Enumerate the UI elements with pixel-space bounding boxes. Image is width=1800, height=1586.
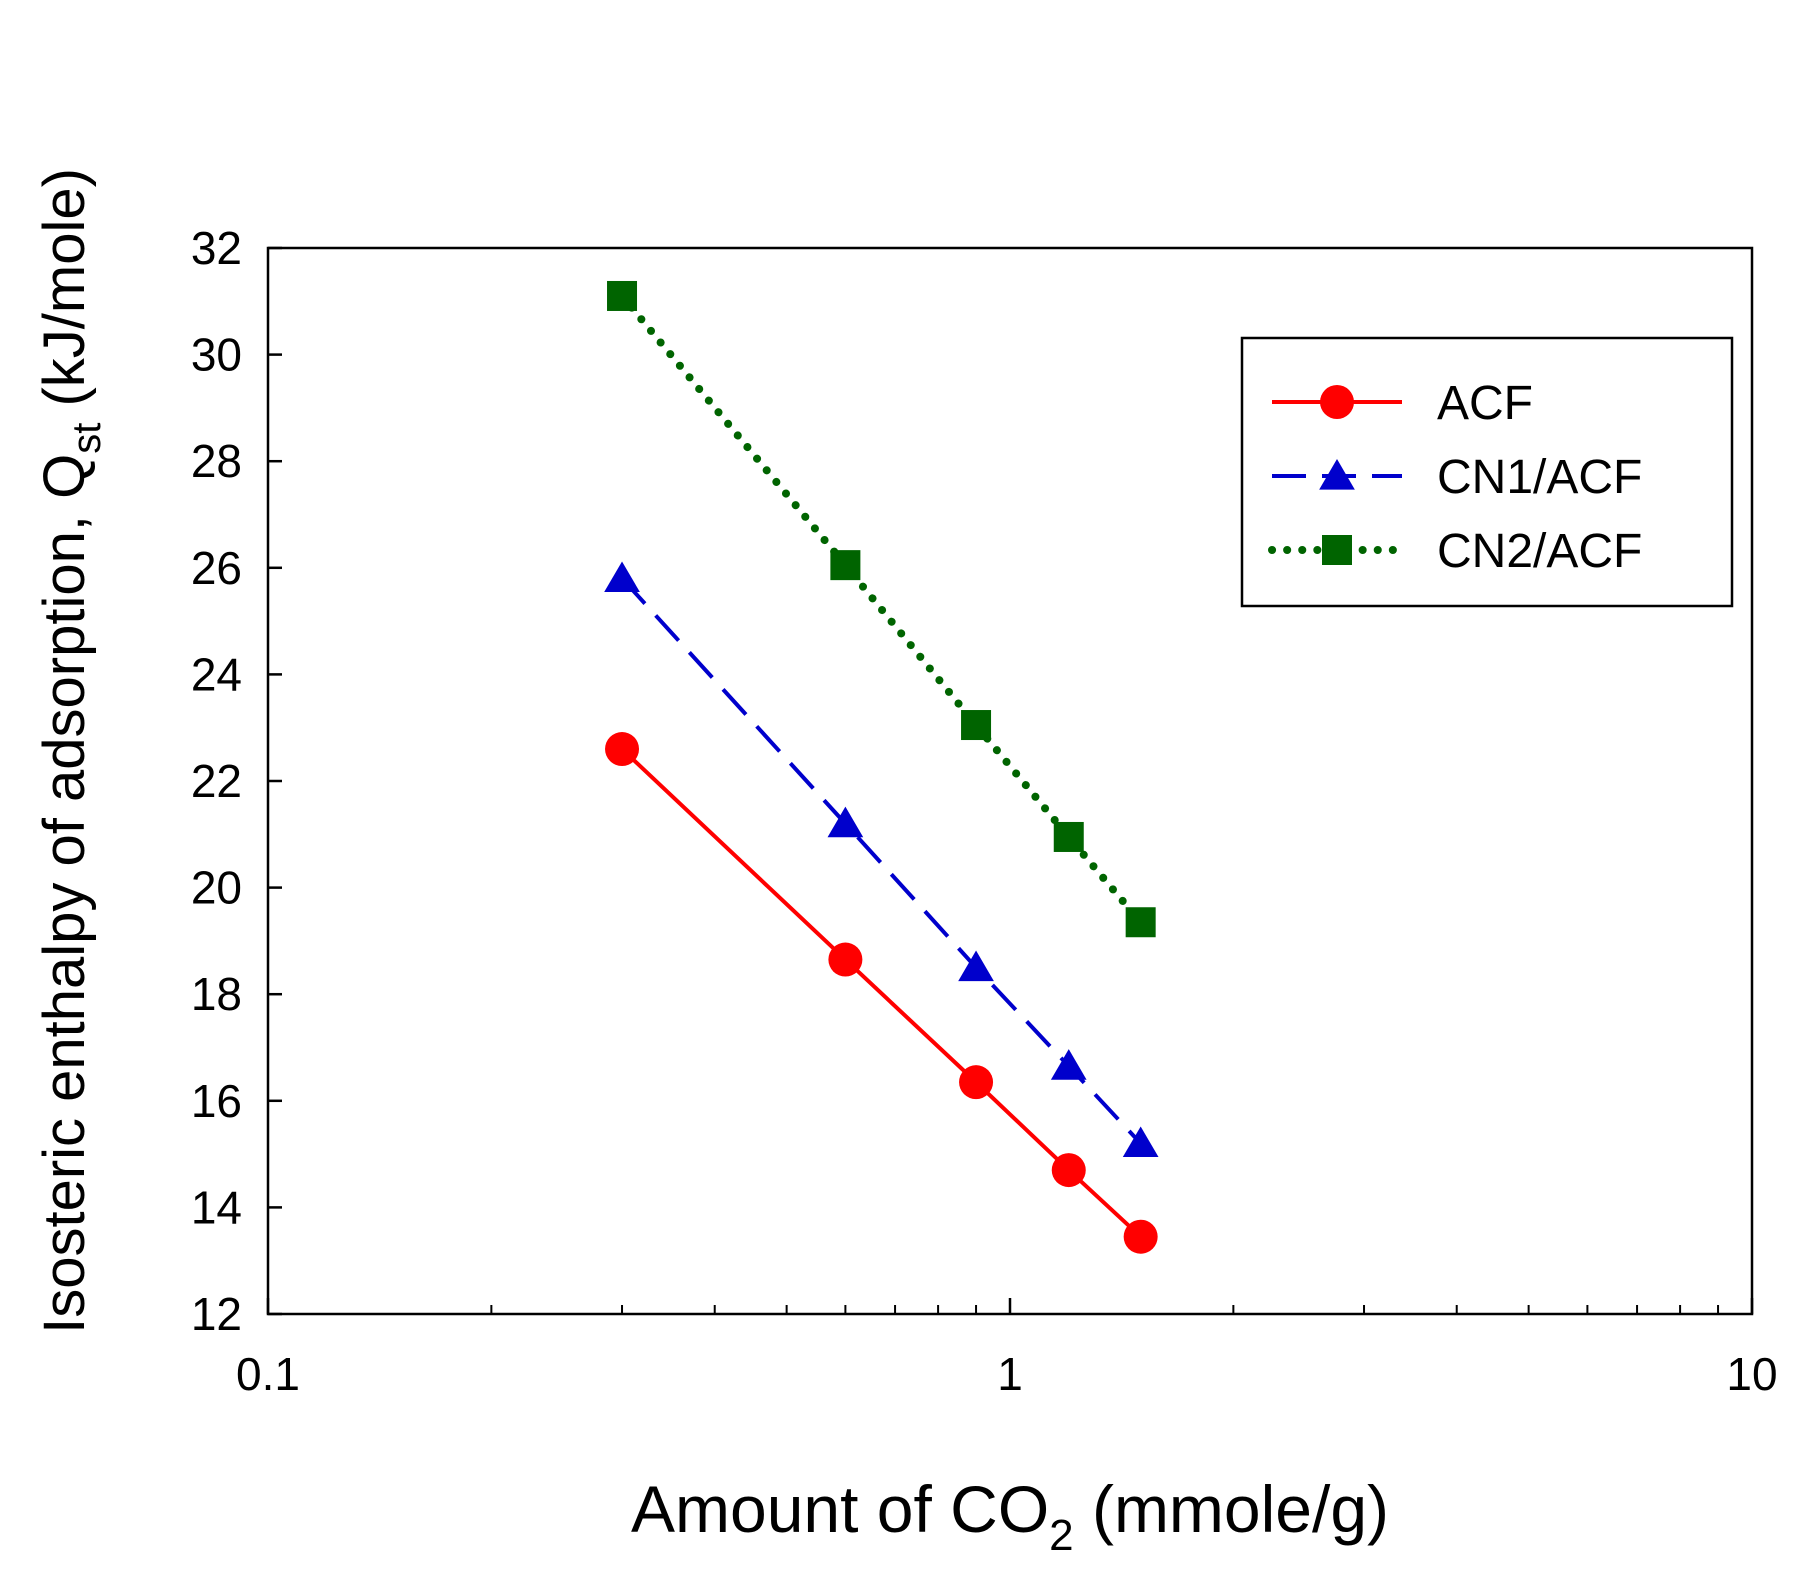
data-point-cn2-acf (1053, 821, 1084, 852)
tick-labels: 12 14 16 18 20 22 24 26 28 30 32 0.1 1 10 (191, 222, 1778, 1400)
y-tick-label: 26 (191, 542, 242, 594)
y-tick-label: 28 (191, 435, 242, 487)
legend-label-cn2-acf: CN2/ACF (1437, 525, 1642, 578)
data-point-acf (605, 732, 640, 767)
legend-marker-acf (1320, 385, 1354, 419)
data-point-cn2-acf (607, 280, 638, 311)
data-point-cn2-acf (1125, 907, 1156, 938)
y-tick-label: 24 (191, 648, 242, 700)
data-point-cn2-acf (961, 710, 992, 741)
y-tick-label: 12 (191, 1288, 242, 1340)
data-point-acf (828, 942, 863, 977)
legend-label-cn1-acf: CN1/ACF (1437, 451, 1642, 504)
y-tick-label: 16 (191, 1075, 242, 1127)
data-point-acf (1051, 1153, 1086, 1188)
legend-label-acf: ACF (1437, 377, 1533, 430)
data-point-acf (959, 1065, 994, 1100)
legend-marker-cn2-acf (1322, 535, 1352, 565)
y-tick-label: 14 (191, 1181, 242, 1233)
y-tick-label: 32 (191, 222, 242, 274)
y-tick-label: 22 (191, 755, 242, 807)
y-tick-label: 30 (191, 329, 242, 381)
x-tick-label: 10 (1726, 1348, 1777, 1400)
series-cn1-acf (604, 561, 1159, 1158)
plot-area (266, 246, 1754, 1316)
data-point-cn1-acf (604, 561, 640, 593)
data-point-cn2-acf (830, 550, 861, 581)
x-axis-label: Amount of CO2 (mmole/g) (631, 1472, 1389, 1560)
y-tick-label: 20 (191, 862, 242, 914)
data-point-cn1-acf (1122, 1126, 1159, 1158)
series-line-cn1-acf (620, 577, 1143, 1145)
data-point-cn1-acf (827, 806, 864, 838)
y-tick-label: 18 (191, 968, 242, 1020)
data-point-acf (1123, 1219, 1158, 1254)
series-layer (604, 280, 1159, 1254)
x-tick-label: 1 (997, 1348, 1023, 1400)
data-point-cn1-acf (958, 950, 994, 982)
series-cn2-acf (607, 280, 1156, 938)
data-point-cn1-acf (1050, 1049, 1087, 1080)
x-tick-label: 0.1 (236, 1348, 300, 1400)
legend: ACF CN1/ACF CN2/ACF (1240, 336, 1734, 608)
legend-marker-cn1-acf (1319, 459, 1355, 490)
series-acf (605, 732, 1158, 1254)
y-axis-label: Isosteric enthalpy of adsorption, Qst (k… (32, 168, 109, 1334)
